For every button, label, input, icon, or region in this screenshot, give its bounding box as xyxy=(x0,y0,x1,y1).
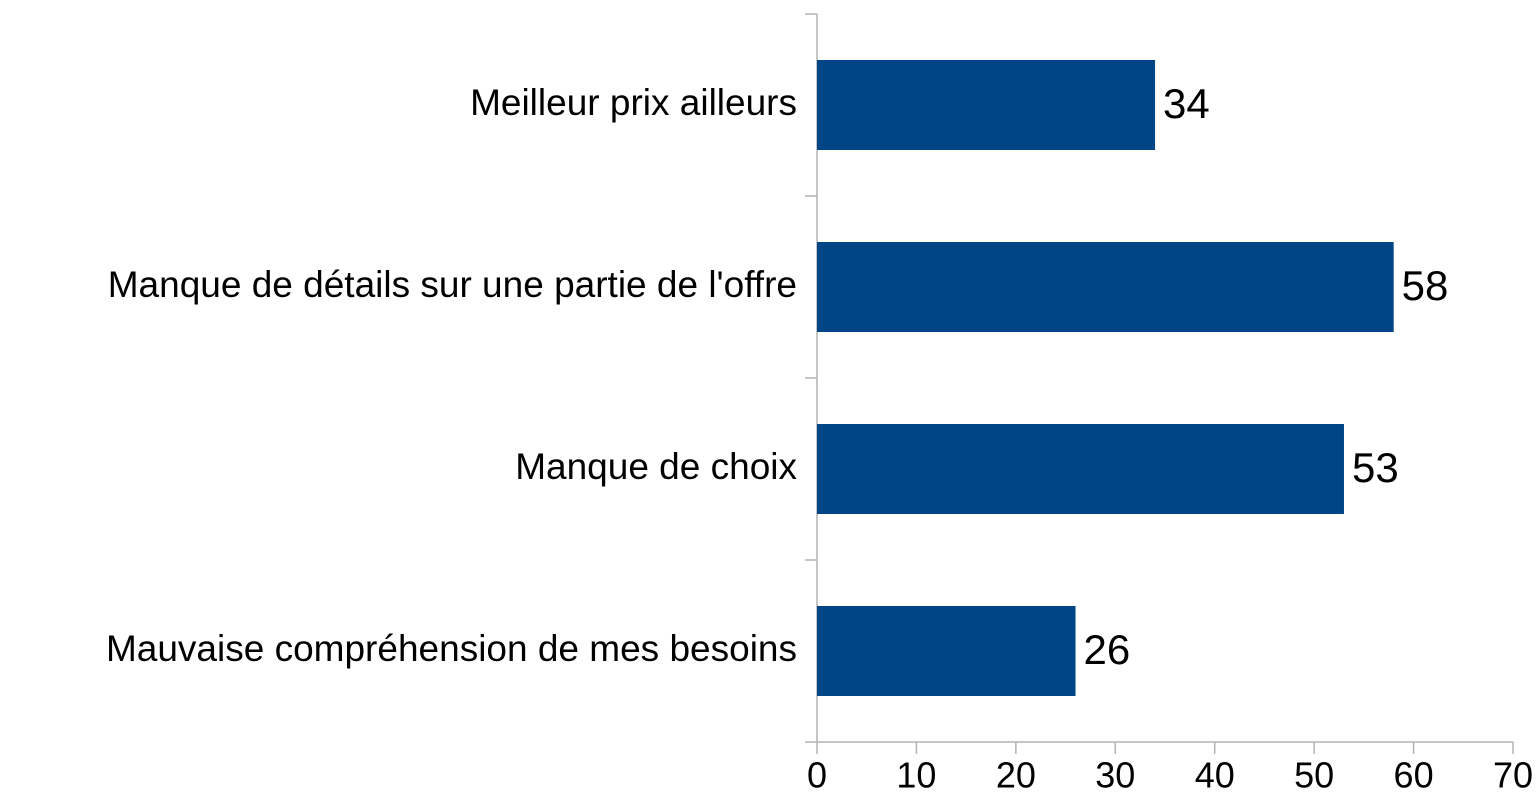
x-tick-label: 70 xyxy=(1493,755,1533,796)
y-tick-label: Mauvaise compréhension de mes besoins xyxy=(106,628,797,669)
x-tick-label: 30 xyxy=(1095,755,1135,796)
y-tick-label: Manque de détails sur une partie de l'of… xyxy=(108,264,797,305)
x-tick-label: 60 xyxy=(1394,755,1434,796)
x-tick-label: 20 xyxy=(996,755,1036,796)
x-tick-label: 0 xyxy=(807,755,827,796)
bar xyxy=(817,242,1394,332)
value-label: 53 xyxy=(1352,444,1399,491)
x-tick-label: 10 xyxy=(896,755,936,796)
y-tick-label: Manque de choix xyxy=(515,446,797,487)
value-label: 34 xyxy=(1163,80,1210,127)
bar xyxy=(817,606,1076,696)
x-tick-label: 40 xyxy=(1195,755,1235,796)
bar xyxy=(817,60,1156,150)
x-tick-label: 50 xyxy=(1294,755,1334,796)
y-tick-label: Meilleur prix ailleurs xyxy=(470,82,797,123)
value-label: 58 xyxy=(1402,262,1449,309)
value-label: 26 xyxy=(1084,626,1131,673)
bar xyxy=(817,424,1344,514)
